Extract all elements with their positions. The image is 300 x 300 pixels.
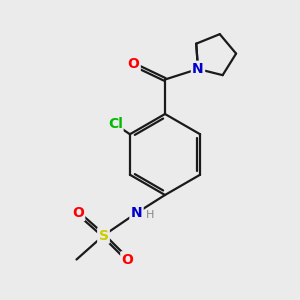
Text: Cl: Cl (108, 118, 123, 131)
Text: N: N (192, 62, 204, 76)
Text: O: O (128, 58, 140, 71)
Text: S: S (98, 229, 109, 242)
Text: H: H (146, 209, 154, 220)
Text: N: N (131, 206, 142, 220)
Text: O: O (72, 206, 84, 220)
Text: O: O (122, 253, 134, 266)
